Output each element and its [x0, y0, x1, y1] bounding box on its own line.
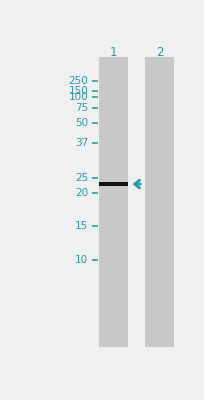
Text: 250: 250: [68, 76, 88, 86]
Text: 10: 10: [75, 255, 88, 265]
Text: 100: 100: [68, 92, 88, 102]
Text: 150: 150: [68, 86, 88, 96]
Text: 75: 75: [75, 104, 88, 114]
Text: 25: 25: [75, 173, 88, 183]
Text: 1: 1: [109, 46, 116, 59]
Bar: [144, 57, 173, 347]
Text: 20: 20: [75, 188, 88, 198]
Text: 37: 37: [75, 138, 88, 148]
Bar: [98, 57, 128, 347]
Text: 2: 2: [155, 46, 162, 59]
Text: 15: 15: [75, 221, 88, 231]
Bar: [98, 182, 128, 186]
Text: 50: 50: [75, 118, 88, 128]
